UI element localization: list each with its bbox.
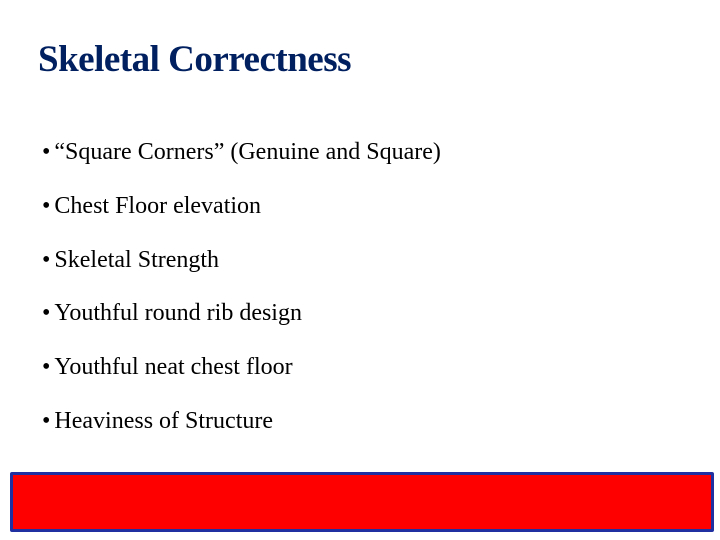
- bullet-marker: •: [42, 299, 50, 328]
- bullet-text: “Square Corners” (Genuine and Square): [54, 139, 441, 165]
- bullet-text: Heaviness of Structure: [54, 408, 273, 434]
- list-item: •Heaviness of Structure: [42, 407, 680, 436]
- bullet-marker: •: [42, 353, 50, 382]
- bullet-marker: •: [42, 138, 50, 167]
- bullet-text: Youthful neat chest floor: [54, 354, 292, 380]
- footer-fill: [13, 475, 711, 529]
- bullet-list: •“Square Corners” (Genuine and Square) •…: [42, 138, 680, 461]
- slide: Skeletal Correctness •“Square Corners” (…: [0, 0, 720, 540]
- bullet-marker: •: [42, 407, 50, 436]
- bullet-marker: •: [42, 246, 50, 275]
- bullet-text: Skeletal Strength: [54, 247, 219, 273]
- slide-title: Skeletal Correctness: [38, 38, 351, 81]
- bullet-marker: •: [42, 192, 50, 221]
- list-item: •“Square Corners” (Genuine and Square): [42, 138, 680, 167]
- bullet-text: Chest Floor elevation: [54, 193, 261, 219]
- list-item: •Chest Floor elevation: [42, 192, 680, 221]
- list-item: •Youthful round rib design: [42, 299, 680, 328]
- footer-bar: [10, 472, 714, 532]
- list-item: •Youthful neat chest floor: [42, 353, 680, 382]
- list-item: •Skeletal Strength: [42, 246, 680, 275]
- bullet-text: Youthful round rib design: [54, 300, 302, 326]
